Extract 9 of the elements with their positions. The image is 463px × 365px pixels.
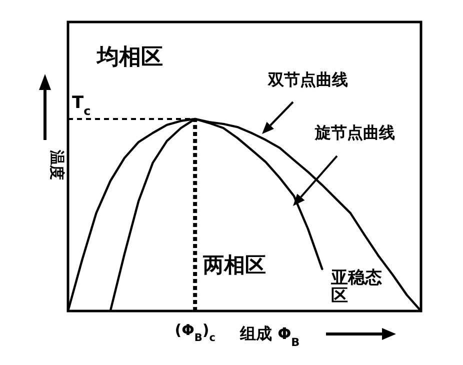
x-axis-title: 组成 Φ$_{B}$ <box>239 324 300 348</box>
annotation: 亚稳态区 <box>330 268 382 306</box>
text: 旋节点曲线 <box>314 123 395 142</box>
text: 双节点曲线 <box>267 70 348 89</box>
text: 均相区 <box>96 45 163 70</box>
annotation: 两相区 <box>202 253 266 277</box>
text: (Φ$_{B}$)$_{c}$ <box>174 321 216 344</box>
y-axis-title: 温度 <box>48 149 66 180</box>
text: T$_{c}$ <box>72 92 91 118</box>
